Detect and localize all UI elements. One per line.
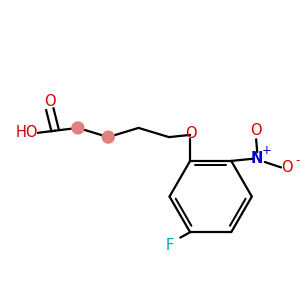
Circle shape (102, 131, 114, 143)
Text: N: N (251, 151, 263, 166)
Text: -: - (295, 154, 299, 167)
Text: O: O (250, 123, 262, 138)
Text: O: O (44, 94, 56, 109)
Text: F: F (165, 238, 174, 253)
Text: O: O (281, 160, 292, 175)
Text: +: + (262, 144, 272, 157)
Text: HO: HO (16, 125, 38, 140)
Text: O: O (185, 126, 197, 141)
Circle shape (72, 122, 84, 134)
